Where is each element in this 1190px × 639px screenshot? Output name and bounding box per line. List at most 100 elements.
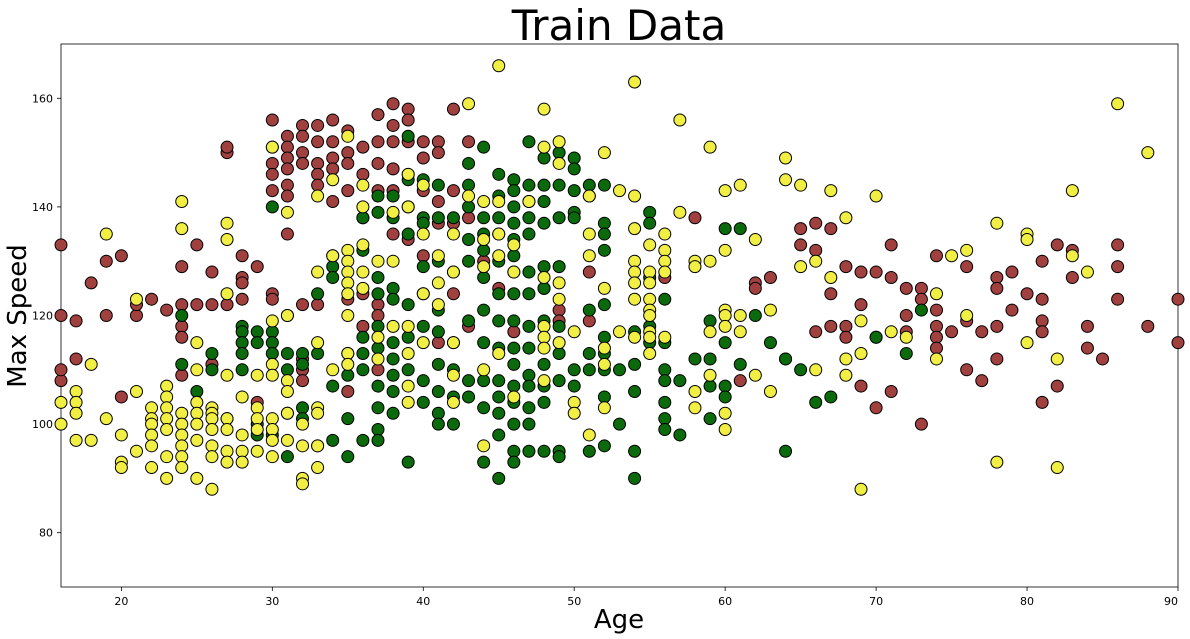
point-green	[326, 379, 340, 393]
point-green	[522, 444, 536, 458]
point-red	[341, 385, 355, 399]
point-red	[371, 135, 385, 149]
point-green	[718, 390, 732, 404]
point-green	[537, 260, 551, 274]
point-red	[446, 102, 460, 116]
point-yellow	[54, 417, 68, 431]
point-red	[190, 298, 204, 312]
point-green	[537, 395, 551, 409]
point-yellow	[643, 276, 657, 290]
point-yellow	[371, 352, 385, 366]
point-green	[537, 151, 551, 165]
point-yellow	[265, 450, 279, 464]
point-yellow	[265, 357, 279, 371]
x-tick-label: 90	[1164, 595, 1178, 608]
point-yellow	[929, 287, 943, 301]
point-red	[582, 314, 596, 328]
point-red	[431, 135, 445, 149]
point-red	[914, 417, 928, 431]
point-red	[975, 325, 989, 339]
point-yellow	[628, 292, 642, 306]
point-yellow	[220, 232, 234, 246]
point-green	[597, 390, 611, 404]
point-red	[175, 260, 189, 274]
point-green	[265, 325, 279, 339]
point-yellow	[824, 184, 838, 198]
point-green	[567, 379, 581, 393]
point-red	[129, 309, 143, 322]
point-red	[205, 298, 219, 312]
point-yellow	[341, 265, 355, 279]
point-red	[280, 151, 294, 165]
point-yellow	[160, 423, 174, 437]
point-yellow	[69, 406, 83, 420]
point-red	[809, 243, 823, 257]
point-yellow	[431, 298, 445, 312]
point-yellow	[220, 412, 234, 426]
point-red	[1111, 260, 1125, 274]
point-yellow	[280, 433, 294, 447]
point-yellow	[492, 249, 506, 263]
point-green	[507, 379, 521, 393]
point-yellow	[779, 173, 793, 187]
point-green	[522, 401, 536, 415]
point-yellow	[945, 249, 959, 263]
point-yellow	[416, 336, 430, 350]
point-yellow	[69, 433, 83, 447]
point-yellow	[643, 347, 657, 361]
point-green	[658, 423, 672, 437]
point-yellow	[507, 238, 521, 252]
point-yellow	[628, 254, 642, 268]
point-red	[84, 276, 98, 290]
point-red	[975, 374, 989, 388]
point-yellow	[386, 254, 400, 268]
point-green	[431, 357, 445, 371]
point-green	[386, 406, 400, 420]
point-yellow	[160, 390, 174, 404]
point-green	[205, 363, 219, 377]
point-yellow	[99, 227, 113, 241]
point-red	[371, 108, 385, 122]
point-red	[1111, 238, 1125, 252]
point-red	[839, 260, 853, 274]
point-green	[371, 287, 385, 301]
point-yellow	[160, 450, 174, 464]
point-red	[280, 178, 294, 192]
point-red	[371, 156, 385, 170]
point-green	[703, 379, 717, 393]
point-yellow	[175, 428, 189, 442]
point-red	[824, 287, 838, 301]
point-yellow	[658, 227, 672, 241]
point-green	[371, 401, 385, 415]
point-yellow	[718, 319, 732, 333]
point-yellow	[597, 146, 611, 160]
point-yellow	[431, 249, 445, 263]
point-yellow	[250, 423, 264, 437]
point-yellow	[235, 455, 249, 469]
point-green	[507, 200, 521, 214]
point-green	[341, 412, 355, 426]
point-green	[507, 341, 521, 355]
point-green	[552, 319, 566, 333]
point-green	[733, 357, 747, 371]
point-yellow	[477, 439, 491, 453]
point-green	[371, 379, 385, 393]
point-yellow	[190, 336, 204, 350]
point-yellow	[1065, 249, 1079, 263]
point-yellow	[688, 260, 702, 274]
point-red	[175, 319, 189, 333]
point-yellow	[129, 385, 143, 399]
point-red	[145, 292, 159, 306]
point-red	[1080, 341, 1094, 355]
point-yellow	[311, 461, 325, 475]
point-green	[477, 336, 491, 350]
point-red	[929, 341, 943, 355]
point-yellow	[462, 189, 476, 203]
point-red	[69, 352, 83, 366]
point-green	[597, 298, 611, 312]
point-yellow	[341, 309, 355, 322]
point-green	[658, 412, 672, 426]
point-red	[235, 249, 249, 263]
point-green	[628, 357, 642, 371]
point-green	[779, 444, 793, 458]
